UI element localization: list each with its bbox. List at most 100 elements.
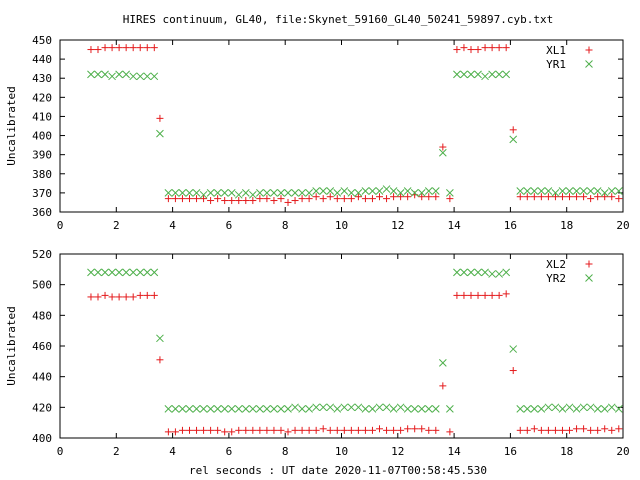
- data-point-YR2: [206, 405, 215, 413]
- x-tick-label: 6: [226, 219, 233, 232]
- data-point-XL1: [249, 197, 257, 205]
- data-point-YR1: [593, 187, 602, 195]
- data-point-XL1: [185, 195, 193, 203]
- data-point-XL1: [446, 195, 454, 203]
- data-point-YR1-b: [361, 187, 370, 195]
- data-point-YR2-b: [523, 405, 532, 413]
- data-point-YR2: [115, 268, 123, 277]
- data-point-XL1: [530, 193, 538, 201]
- data-point-XL1: [171, 195, 179, 203]
- data-point-YR2: [474, 268, 482, 277]
- data-point-YR2-b: [150, 268, 159, 277]
- data-point-YR2: [150, 268, 159, 277]
- y-tick-label: 480: [32, 309, 52, 322]
- legend-marker-YR1-b: [585, 60, 593, 68]
- x-tick-label: 8: [282, 445, 289, 458]
- x-tick-label: 12: [391, 445, 404, 458]
- data-point-YR2: [178, 405, 187, 413]
- data-point-XL2: [270, 426, 278, 434]
- data-point-XL1: [136, 44, 144, 52]
- data-point-YR2-b: [101, 268, 109, 277]
- data-point-YR1-b: [150, 72, 159, 81]
- data-point-YR1-b: [438, 148, 447, 157]
- data-point-XL1: [594, 193, 602, 201]
- data-point-XL1: [580, 193, 588, 201]
- data-point-YR2-b: [136, 268, 145, 277]
- data-point-YR2: [453, 268, 461, 277]
- data-point-YR1-b: [199, 190, 208, 199]
- data-point-YR1-b: [389, 187, 398, 195]
- y-tick-label: 400: [32, 432, 52, 445]
- data-point-YR2: [354, 403, 363, 412]
- data-point-YR1-b: [551, 189, 560, 197]
- data-point-YR1: [382, 185, 391, 193]
- y-tick-label: 420: [32, 401, 52, 414]
- x-tick-label: 0: [57, 219, 64, 232]
- data-point-XL2: [228, 428, 236, 436]
- data-point-XL2: [150, 291, 158, 299]
- data-point-YR1: [150, 72, 159, 81]
- data-point-YR2-b: [495, 270, 503, 278]
- data-point-YR2: [565, 403, 574, 412]
- data-point-YR1: [291, 189, 299, 197]
- data-point-XL1: [277, 195, 285, 203]
- data-point-YR1-b: [495, 70, 503, 79]
- data-point-YR1-b: [488, 70, 496, 79]
- data-point-YR2: [368, 405, 377, 413]
- legend-marker-XL2: [585, 260, 593, 268]
- data-point-XL2: [214, 426, 222, 434]
- data-point-YR2-b: [156, 334, 164, 343]
- data-point-YR1: [424, 187, 433, 195]
- x-tick-label: 12: [391, 219, 404, 232]
- data-point-XL1: [361, 195, 369, 203]
- data-point-YR2: [509, 345, 518, 353]
- data-point-YR2: [185, 405, 194, 413]
- data-point-XL2: [439, 382, 447, 390]
- data-point-YR2-b: [551, 403, 560, 412]
- data-point-YR2: [467, 268, 475, 277]
- data-point-YR1: [544, 187, 553, 195]
- data-point-YR2-b: [558, 405, 567, 413]
- data-point-YR2: [431, 405, 440, 413]
- data-point-YR2-b: [467, 268, 475, 277]
- data-point-YR1-b: [558, 187, 567, 195]
- data-point-YR2-b: [572, 405, 581, 413]
- data-point-XL2: [340, 426, 348, 434]
- data-point-YR2-b: [298, 405, 306, 413]
- data-point-XL1: [615, 195, 623, 203]
- data-point-XL1: [474, 46, 482, 54]
- data-point-XL2: [249, 426, 257, 434]
- data-point-XL2: [129, 293, 137, 301]
- data-point-YR2-b: [382, 403, 391, 412]
- data-point-YR1: [305, 189, 313, 197]
- data-point-YR1: [389, 187, 398, 195]
- data-point-YR2: [586, 403, 595, 412]
- data-point-YR1: [270, 189, 278, 197]
- data-point-XL1: [608, 193, 616, 201]
- legend-label: YR1: [546, 58, 566, 71]
- data-point-XL2: [537, 426, 545, 434]
- series-XL1: [87, 44, 623, 206]
- data-point-XL2: [502, 290, 510, 298]
- data-point-XL1: [425, 193, 433, 201]
- data-point-YR1: [220, 189, 229, 197]
- y-tick-label: 430: [32, 72, 52, 85]
- data-point-YR2-b: [206, 405, 215, 413]
- data-point-YR2: [481, 268, 489, 277]
- data-point-YR1: [333, 189, 342, 197]
- data-point-XL2: [263, 426, 271, 434]
- data-point-YR1: [417, 189, 426, 197]
- data-point-YR1: [537, 187, 546, 195]
- data-point-XL1: [207, 197, 215, 205]
- data-point-XL1: [326, 193, 334, 201]
- data-point-YR2-b: [347, 403, 356, 412]
- data-point-YR2: [263, 405, 271, 413]
- y-tick-label: 410: [32, 110, 52, 123]
- data-point-YR2: [312, 403, 321, 412]
- x-tick-label: 18: [560, 219, 573, 232]
- data-point-XL2: [298, 426, 306, 434]
- data-point-YR2: [530, 405, 539, 413]
- data-point-YR1: [156, 129, 164, 138]
- data-point-YR1-b: [122, 70, 131, 79]
- legend-marker-YR1: [585, 60, 593, 68]
